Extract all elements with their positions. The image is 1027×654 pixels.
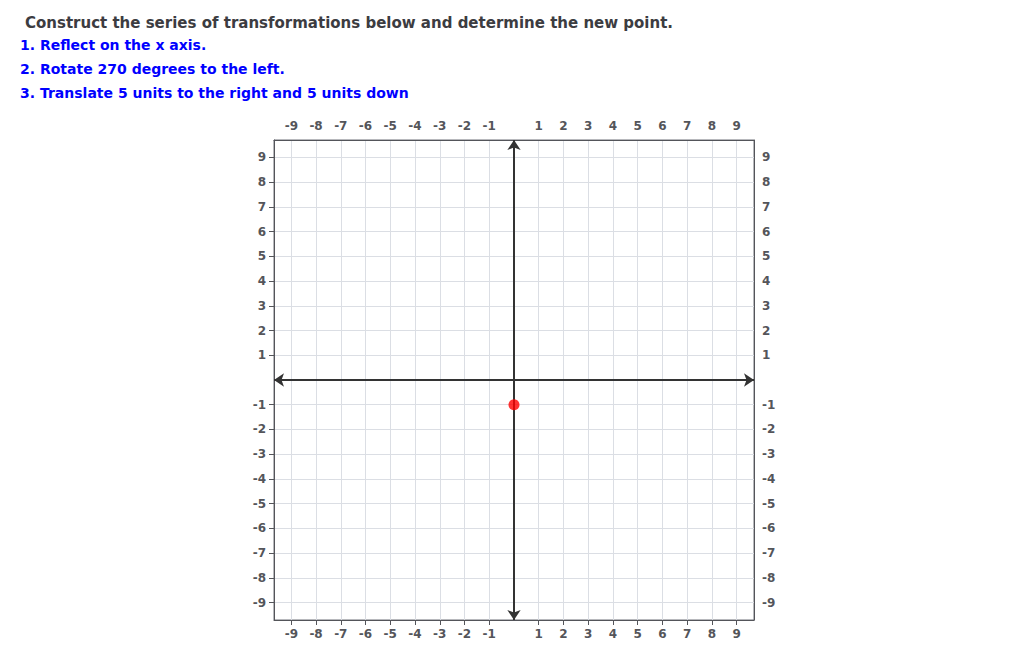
svg-text:2: 2 xyxy=(559,119,567,133)
svg-text:-2: -2 xyxy=(458,119,471,133)
svg-text:-8: -8 xyxy=(762,571,775,585)
svg-text:-5: -5 xyxy=(384,119,397,133)
svg-text:8: 8 xyxy=(258,175,266,189)
svg-text:4: 4 xyxy=(609,119,617,133)
svg-text:7: 7 xyxy=(762,200,770,214)
svg-text:-6: -6 xyxy=(762,521,775,535)
svg-text:4: 4 xyxy=(609,627,617,641)
svg-text:2: 2 xyxy=(258,324,266,338)
svg-text:-9: -9 xyxy=(285,627,298,641)
svg-text:-9: -9 xyxy=(253,596,266,610)
svg-text:6: 6 xyxy=(762,225,770,239)
svg-text:-5: -5 xyxy=(384,627,397,641)
svg-text:-1: -1 xyxy=(483,627,496,641)
svg-text:-2: -2 xyxy=(253,422,266,436)
svg-text:-3: -3 xyxy=(433,627,446,641)
svg-text:5: 5 xyxy=(258,249,266,263)
svg-text:-7: -7 xyxy=(334,627,347,641)
svg-text:4: 4 xyxy=(258,274,266,288)
svg-text:1: 1 xyxy=(762,348,770,362)
svg-text:9: 9 xyxy=(733,119,741,133)
svg-text:Construct the series of transf: Construct the series of transformations … xyxy=(25,14,673,32)
svg-text:3: 3 xyxy=(762,299,770,313)
svg-text:-7: -7 xyxy=(334,119,347,133)
svg-text:-1: -1 xyxy=(762,398,775,412)
svg-text:-3: -3 xyxy=(762,447,775,461)
svg-text:1: 1 xyxy=(258,348,266,362)
svg-text:6: 6 xyxy=(258,225,266,239)
svg-text:-4: -4 xyxy=(408,119,421,133)
svg-text:3: 3 xyxy=(584,627,592,641)
svg-text:-4: -4 xyxy=(762,472,775,486)
svg-text:9: 9 xyxy=(762,150,770,164)
svg-text:-5: -5 xyxy=(762,497,775,511)
svg-text:1: 1 xyxy=(535,627,543,641)
svg-text:9: 9 xyxy=(733,627,741,641)
svg-text:-1: -1 xyxy=(483,119,496,133)
svg-text:6: 6 xyxy=(658,119,666,133)
svg-text:5: 5 xyxy=(634,119,642,133)
svg-text:2: 2 xyxy=(762,324,770,338)
svg-text:8: 8 xyxy=(708,119,716,133)
svg-text:8: 8 xyxy=(708,627,716,641)
svg-text:-8: -8 xyxy=(253,571,266,585)
svg-text:-2: -2 xyxy=(458,627,471,641)
svg-text:2: 2 xyxy=(559,627,567,641)
svg-text:-2: -2 xyxy=(762,422,775,436)
svg-text:4: 4 xyxy=(762,274,770,288)
svg-text:-9: -9 xyxy=(285,119,298,133)
svg-text:2. Rotate 270 degrees to the l: 2. Rotate 270 degrees to the left. xyxy=(20,61,285,77)
svg-text:-3: -3 xyxy=(433,119,446,133)
svg-text:-9: -9 xyxy=(762,596,775,610)
svg-text:-6: -6 xyxy=(253,521,266,535)
svg-text:3. Translate 5 units to the ri: 3. Translate 5 units to the right and 5 … xyxy=(20,85,409,101)
svg-text:-5: -5 xyxy=(253,497,266,511)
svg-text:3: 3 xyxy=(258,299,266,313)
svg-text:1. Reflect on the x axis.: 1. Reflect on the x axis. xyxy=(20,37,206,53)
svg-text:5: 5 xyxy=(634,627,642,641)
svg-text:7: 7 xyxy=(683,627,691,641)
svg-text:-8: -8 xyxy=(309,627,322,641)
svg-text:7: 7 xyxy=(258,200,266,214)
svg-text:7: 7 xyxy=(683,119,691,133)
svg-text:1: 1 xyxy=(535,119,543,133)
svg-text:-7: -7 xyxy=(253,546,266,560)
svg-text:9: 9 xyxy=(258,150,266,164)
svg-text:8: 8 xyxy=(762,175,770,189)
svg-text:-6: -6 xyxy=(359,119,372,133)
svg-text:-7: -7 xyxy=(762,546,775,560)
svg-text:-3: -3 xyxy=(253,447,266,461)
svg-text:6: 6 xyxy=(658,627,666,641)
svg-text:5: 5 xyxy=(762,249,770,263)
svg-text:-6: -6 xyxy=(359,627,372,641)
svg-text:3: 3 xyxy=(584,119,592,133)
svg-text:-4: -4 xyxy=(253,472,266,486)
svg-text:-8: -8 xyxy=(309,119,322,133)
svg-text:-4: -4 xyxy=(408,627,421,641)
svg-text:-1: -1 xyxy=(253,398,266,412)
